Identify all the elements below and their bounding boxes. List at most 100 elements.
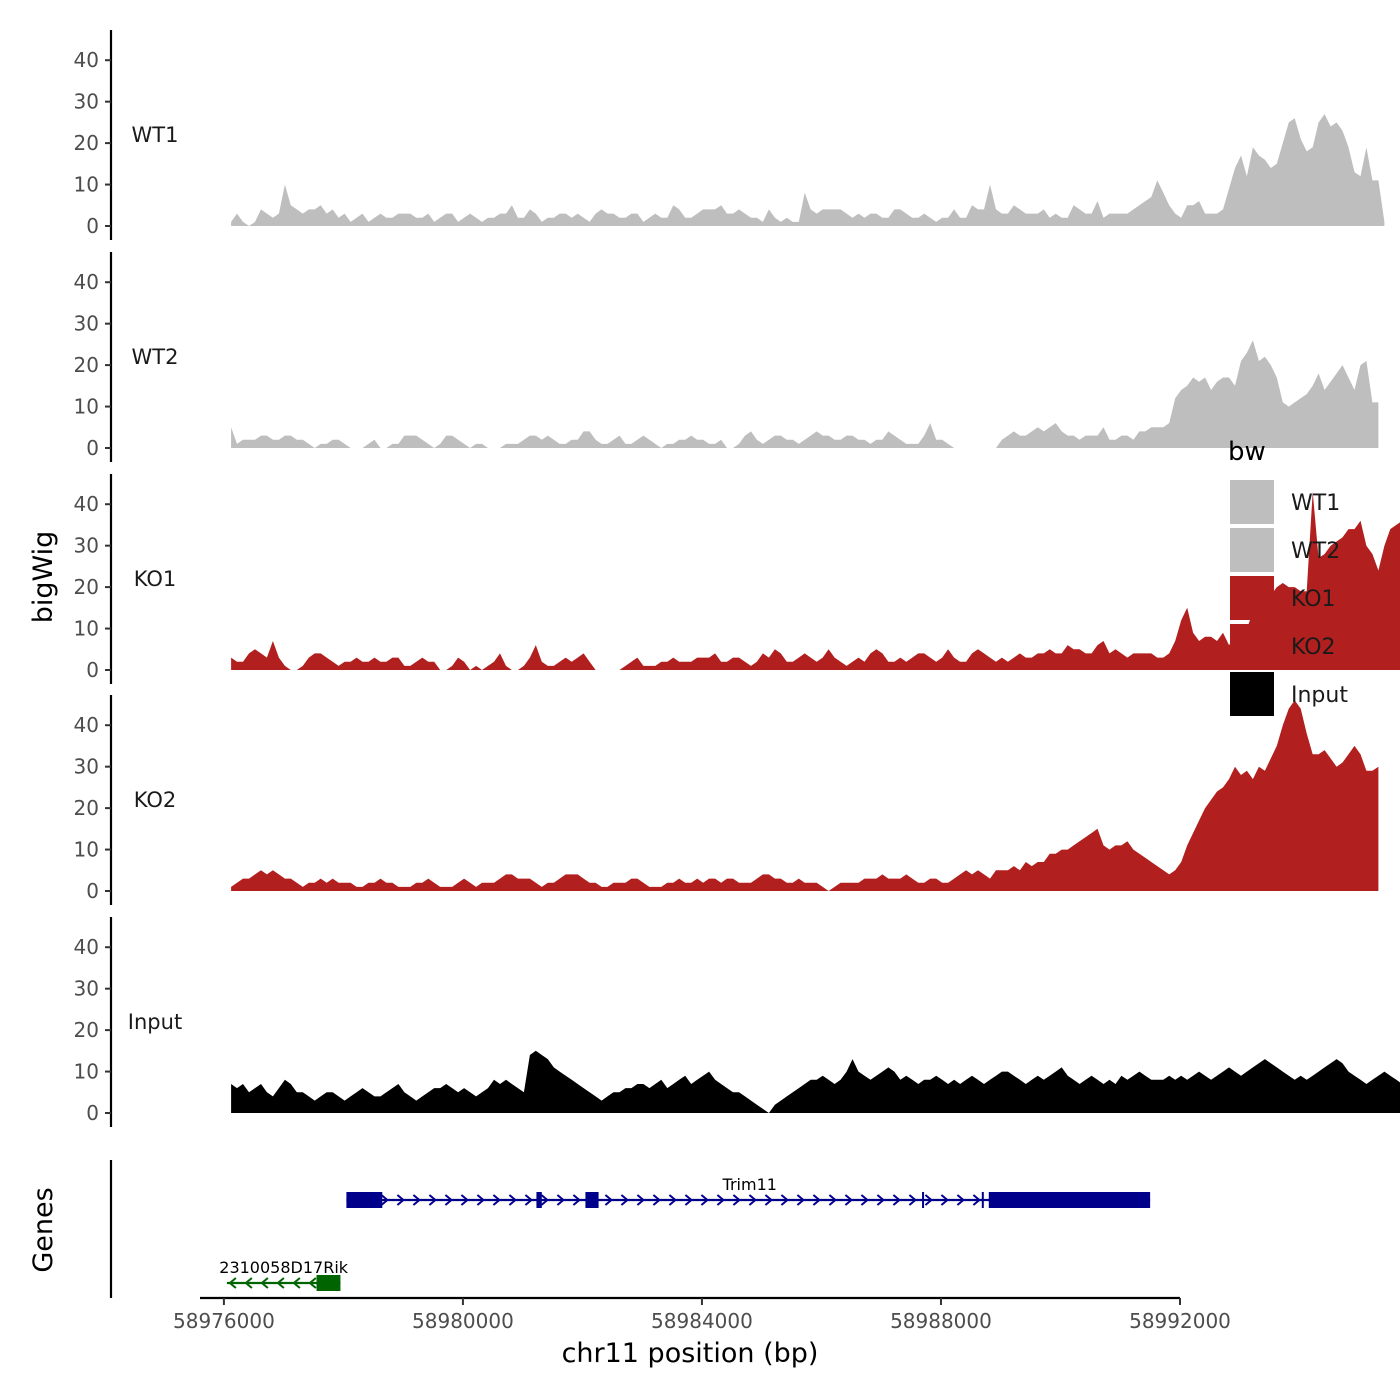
strand-arrow <box>476 1194 485 1206</box>
strand-arrow <box>796 1194 805 1206</box>
strand-arrow <box>860 1194 869 1206</box>
track-wt1: 0 10 20 30 40 WT1 <box>74 30 1385 240</box>
genes-axis-title: Genes <box>28 1187 59 1272</box>
exon <box>536 1192 542 1208</box>
strand-arrow <box>260 1277 269 1289</box>
y-tick-label: 10 <box>74 617 99 641</box>
y-tick-label: 10 <box>74 173 99 197</box>
strand-arrow <box>508 1194 517 1206</box>
exon <box>316 1275 341 1291</box>
strand-arrow <box>292 1277 301 1289</box>
y-tick-label: 0 <box>86 436 99 460</box>
strand-arrow <box>844 1194 853 1206</box>
y-tick-label: 30 <box>74 755 99 779</box>
strand-arrow <box>556 1194 565 1206</box>
exon <box>988 1192 1151 1208</box>
strand-arrow <box>972 1194 981 1206</box>
y-tick-label: 10 <box>74 838 99 862</box>
strand-arrow <box>636 1194 645 1206</box>
legend-title: bw <box>1228 437 1266 467</box>
strand-arrow <box>620 1194 629 1206</box>
strand-arrow <box>732 1194 741 1206</box>
legend-swatch <box>1230 624 1274 668</box>
strand-arrow <box>924 1194 933 1206</box>
x-tick-label: 58976000 <box>173 1309 275 1333</box>
x-axis: 58976000 58980000 58984000 58988000 58992000 <box>173 1296 1231 1333</box>
y-tick-label: 10 <box>74 395 99 419</box>
strand-arrow <box>492 1194 501 1206</box>
gene-2310058d17rik: 2310058D17Rik <box>219 1258 349 1291</box>
coverage-area-ko2 <box>231 700 1379 891</box>
strand-arrow <box>380 1194 389 1206</box>
legend-swatch <box>1230 672 1274 716</box>
strand-arrow <box>956 1194 965 1206</box>
gene-label: Trim11 <box>722 1175 777 1194</box>
legend-label: KO1 <box>1291 587 1336 612</box>
y-tick-label: 30 <box>74 977 99 1001</box>
y-tick-label: 10 <box>74 1060 99 1084</box>
y-tick-label: 40 <box>74 935 99 959</box>
legend-label: WT1 <box>1291 491 1340 516</box>
y-tick-label: 0 <box>86 658 99 682</box>
x-tick-label: 58980000 <box>412 1309 514 1333</box>
x-axis-title: chr11 position (bp) <box>562 1338 819 1369</box>
track-label: WT1 <box>132 123 179 147</box>
exon <box>585 1192 599 1208</box>
legend-swatch <box>1230 528 1274 572</box>
coverage-area-wt1 <box>231 114 1385 226</box>
strand-arrow <box>668 1194 677 1206</box>
track-ko2: 0 10 20 30 40 KO2 <box>74 695 1379 905</box>
strand-arrow <box>444 1194 453 1206</box>
legend-item-ko2: KO2 <box>1230 624 1336 668</box>
x-tick-label: 58988000 <box>890 1309 992 1333</box>
legend-swatch <box>1230 576 1274 620</box>
coverage-area-input <box>231 1050 1400 1113</box>
track-label: WT2 <box>132 345 179 369</box>
strand-arrow <box>780 1194 789 1206</box>
strand-arrow <box>276 1277 285 1289</box>
y-axis-title: bigWig <box>28 531 59 624</box>
strand-arrow <box>652 1194 661 1206</box>
gene-label: 2310058D17Rik <box>219 1258 349 1277</box>
y-tick-label: 20 <box>74 1018 99 1042</box>
strand-arrow <box>524 1194 533 1206</box>
y-tick-label: 30 <box>74 90 99 114</box>
strand-arrow <box>228 1277 237 1289</box>
y-tick-label: 30 <box>74 312 99 336</box>
track-wt2: 0 10 20 30 40 WT2 <box>74 252 1379 462</box>
y-tick-label: 0 <box>86 879 99 903</box>
strand-arrow <box>876 1194 885 1206</box>
strand-arrow <box>828 1194 837 1206</box>
strand-arrow <box>460 1194 469 1206</box>
strand-arrow <box>684 1194 693 1206</box>
strand-arrow <box>244 1277 253 1289</box>
y-tick-label: 20 <box>74 575 99 599</box>
strand-arrow <box>700 1194 709 1206</box>
strand-arrow <box>892 1194 901 1206</box>
legend-label: WT2 <box>1291 539 1340 564</box>
strand-arrow <box>940 1194 949 1206</box>
strand-arrow <box>540 1194 549 1206</box>
bigwig-tracks: 0 10 20 30 40 WT1 0 10 20 30 40 WT2 0 10 20 30 40 KO1 0 10 2… <box>74 30 1400 1127</box>
track-label: KO2 <box>134 788 177 812</box>
legend-swatch <box>1230 480 1274 524</box>
track-label: KO1 <box>134 567 177 591</box>
track-input: 0 10 20 30 40 Input <box>74 917 1400 1127</box>
exon <box>346 1192 383 1208</box>
legend-item-input: Input <box>1230 672 1348 716</box>
track-ko1: 0 10 20 30 40 KO1 <box>74 474 1400 684</box>
strand-arrow <box>308 1277 317 1289</box>
y-tick-label: 20 <box>74 353 99 377</box>
y-tick-label: 20 <box>74 131 99 155</box>
y-tick-label: 40 <box>74 492 99 516</box>
y-tick-label: 0 <box>86 214 99 238</box>
y-tick-label: 30 <box>74 534 99 558</box>
coverage-area-ko1 <box>231 491 1400 670</box>
x-tick-label: 58984000 <box>651 1309 753 1333</box>
genes-panel: Trim11 2310058D17Rik <box>109 1160 1151 1298</box>
y-tick-label: 40 <box>74 270 99 294</box>
y-tick-label: 40 <box>74 48 99 72</box>
strand-arrow <box>604 1194 613 1206</box>
strand-arrow <box>748 1194 757 1206</box>
